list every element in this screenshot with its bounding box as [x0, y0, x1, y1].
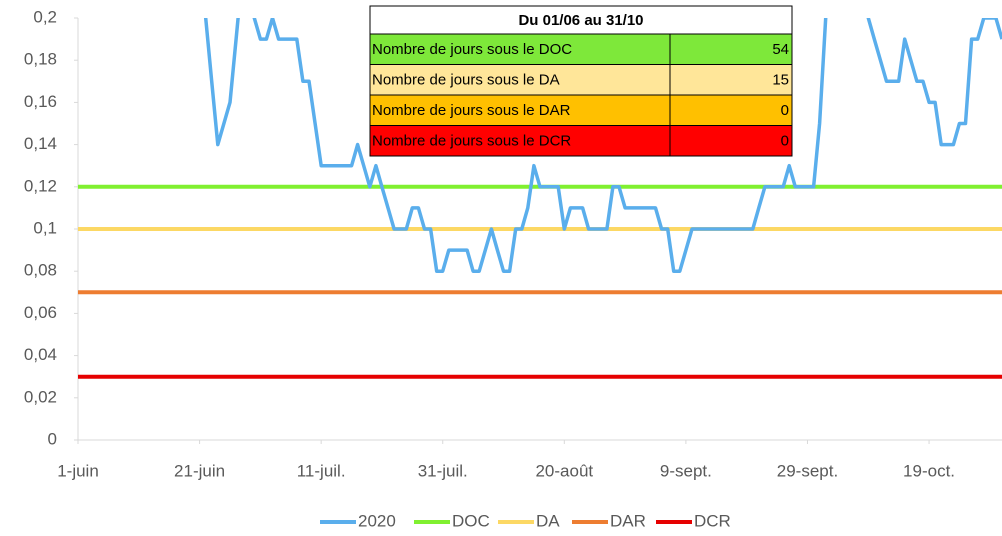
- x-tick-label: 31-juil.: [418, 461, 468, 480]
- table-value-cell: [669, 125, 793, 157]
- legend-label: DCR: [694, 511, 731, 530]
- table-title-cell: [369, 5, 793, 35]
- table-title: Du 01/06 au 31/10: [518, 12, 643, 29]
- y-tick-label: 0,18: [24, 50, 57, 69]
- legend-label: 2020: [358, 511, 396, 530]
- x-tick-label: 1-juin: [57, 461, 99, 480]
- y-tick-label: 0,06: [24, 303, 57, 322]
- y-tick-label: 0,1: [33, 218, 57, 237]
- table-row-label: Nombre de jours sous le DAR: [372, 102, 571, 119]
- y-tick-label: 0,08: [24, 261, 57, 280]
- x-tick-label: 20-août: [535, 461, 593, 480]
- table-value-cell: [669, 33, 793, 65]
- table-row-value: 15: [772, 72, 789, 89]
- legend-label: DOC: [452, 511, 490, 530]
- x-tick-label: 29-sept.: [777, 461, 838, 480]
- legend-label: DAR: [610, 511, 646, 530]
- data-line: [203, 18, 1002, 273]
- y-tick-label: 0,2: [33, 7, 57, 26]
- y-tick-label: 0,02: [24, 387, 57, 406]
- y-tick-label: 0,04: [24, 345, 57, 364]
- table-row-value: 0: [781, 102, 789, 119]
- table-label-cell: [369, 94, 671, 126]
- x-tick-label: 19-oct.: [903, 461, 955, 480]
- x-tick-label: 11-juil.: [297, 461, 346, 480]
- table-row-value: 0: [781, 133, 789, 150]
- plot-area: [78, 18, 1002, 379]
- table-label-cell: [369, 64, 671, 96]
- table-row-label: Nombre de jours sous le DOC: [372, 41, 572, 58]
- table-value-cell: [669, 94, 793, 126]
- x-tick-label: 9-sept.: [660, 461, 712, 480]
- table-label-cell: [369, 33, 671, 65]
- table-row-label: Nombre de jours sous le DCR: [372, 133, 571, 150]
- x-tick-label: 21-juin: [174, 461, 225, 480]
- y-tick-label: 0,16: [24, 92, 57, 111]
- y-tick-label: 0: [48, 429, 57, 448]
- table-row-label: Nombre de jours sous le DA: [372, 72, 560, 89]
- table-row-value: 54: [772, 41, 789, 58]
- legend-label: DA: [536, 511, 560, 530]
- y-tick-label: 0,14: [24, 134, 57, 153]
- y-tick-label: 0,12: [24, 176, 57, 195]
